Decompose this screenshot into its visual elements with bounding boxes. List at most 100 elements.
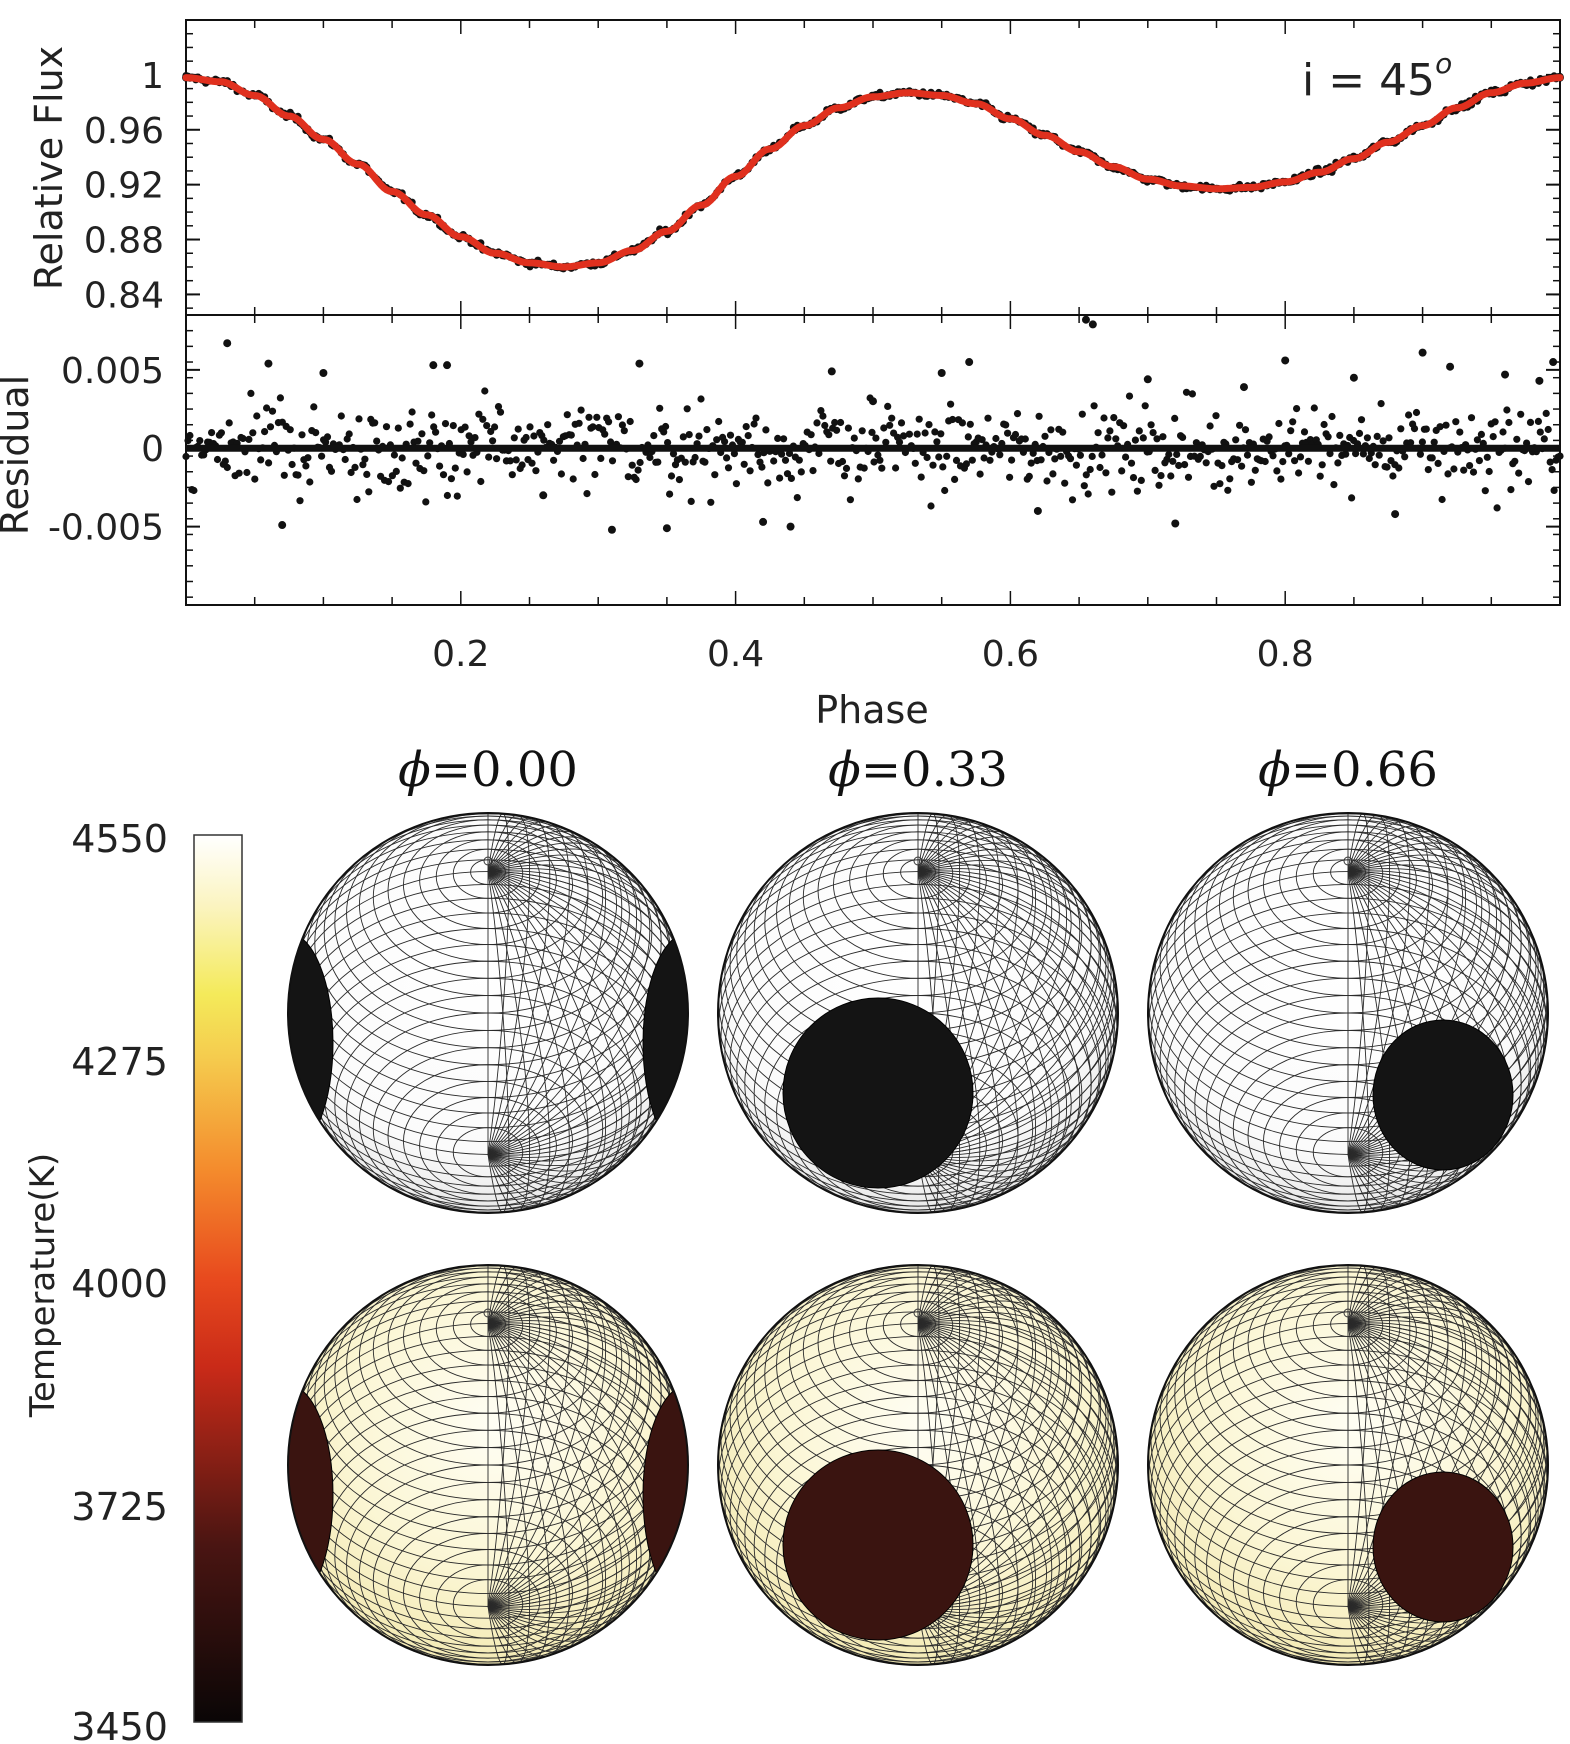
residual-point xyxy=(359,461,367,469)
residual-point xyxy=(479,415,487,423)
residual-point xyxy=(465,432,473,440)
residual-point xyxy=(1291,457,1299,465)
residual-point xyxy=(605,418,613,426)
residual-point xyxy=(732,480,741,488)
residual-point xyxy=(491,423,499,431)
residual-point xyxy=(1234,456,1242,464)
longitude-line xyxy=(917,871,1037,1196)
residual-point xyxy=(833,426,841,434)
longitude-line xyxy=(917,871,1092,1172)
residual-point xyxy=(528,459,536,467)
longitude-line xyxy=(917,871,1115,1158)
residual-point xyxy=(951,475,959,483)
residual-point xyxy=(1481,487,1489,495)
residual-point xyxy=(744,432,752,440)
residual-point xyxy=(347,468,355,477)
residual-point xyxy=(439,471,448,479)
longitude-line xyxy=(1347,1323,1370,1665)
residual-point xyxy=(1466,462,1474,470)
residual-point xyxy=(208,429,216,437)
sphere-outline xyxy=(717,812,1119,1214)
residual-point xyxy=(1385,434,1393,442)
residual-point xyxy=(263,404,271,412)
residual-point xyxy=(813,419,821,427)
longitude-line xyxy=(1347,1323,1391,1664)
residual-point xyxy=(1251,466,1259,474)
residual-point xyxy=(213,455,222,464)
residual-outlier-point xyxy=(1349,373,1358,382)
residual-point xyxy=(432,428,440,436)
longitude-line xyxy=(917,1323,1068,1636)
residual-point xyxy=(695,432,703,440)
residual-point xyxy=(186,431,194,440)
residual-point xyxy=(1088,452,1096,460)
residual-point xyxy=(1157,472,1165,480)
residual-outlier-point xyxy=(1171,519,1180,528)
residual-point xyxy=(854,475,862,483)
residual-outlier-point xyxy=(1033,506,1042,515)
residual-point xyxy=(778,450,786,458)
residual-point xyxy=(1226,475,1234,483)
residual-point xyxy=(614,413,623,421)
residual-point xyxy=(1182,388,1191,396)
residual-point xyxy=(618,421,627,429)
sphere-outline xyxy=(287,1264,689,1666)
inclination-label: i = 45o xyxy=(1302,47,1452,106)
residual-point xyxy=(1534,417,1542,425)
residual-point xyxy=(1503,406,1511,414)
residual-point xyxy=(1102,469,1110,477)
residual-point xyxy=(858,427,866,435)
residual-point xyxy=(510,434,518,442)
residual-point xyxy=(738,438,746,446)
residual-point xyxy=(921,429,929,437)
residual-point xyxy=(1540,435,1548,443)
residual-point xyxy=(398,454,406,462)
sphere-surface xyxy=(718,1265,1118,1665)
residual-point xyxy=(265,459,273,467)
longitude-line xyxy=(917,871,1000,1205)
residual-point xyxy=(1175,461,1183,470)
residual-point xyxy=(711,471,719,479)
residual-point xyxy=(764,479,772,487)
residual-outlier-point xyxy=(1281,356,1290,365)
lightcurve-ytick-label: 0.84 xyxy=(84,275,164,316)
residual-point xyxy=(687,497,695,505)
residual-point xyxy=(1147,421,1155,429)
residual-point xyxy=(396,484,404,492)
residual-point xyxy=(976,470,984,478)
residual-point xyxy=(840,472,849,480)
residual-point xyxy=(1475,457,1483,465)
residual-point xyxy=(1247,478,1255,486)
residual-point xyxy=(911,459,919,467)
residual-point xyxy=(461,423,469,431)
star-sphere-r1-c2 xyxy=(1147,1264,1549,1666)
residual-point xyxy=(451,464,459,472)
lightcurve-ytick-label: 0.88 xyxy=(84,221,164,262)
residual-point xyxy=(1037,456,1045,464)
longitude-line xyxy=(1347,871,1391,1212)
residual-point xyxy=(453,492,461,500)
residual-point xyxy=(654,458,662,466)
residual-point xyxy=(1326,450,1334,458)
longitude-line xyxy=(487,871,531,1212)
residual-point xyxy=(1526,418,1535,426)
residual-point xyxy=(1359,450,1367,458)
residual-ytick-label: -0.005 xyxy=(48,508,164,549)
residual-point xyxy=(337,412,345,420)
residual-point xyxy=(422,498,430,506)
star-spot xyxy=(782,997,974,1189)
residual-point xyxy=(1192,439,1200,447)
star-sphere-r0-c0 xyxy=(287,812,689,1214)
residual-point xyxy=(793,494,801,502)
residual-point xyxy=(1167,472,1175,480)
residual-point xyxy=(927,502,935,510)
residual-point xyxy=(585,413,593,421)
residual-point xyxy=(1352,450,1360,458)
residual-point xyxy=(838,457,847,466)
residual-point xyxy=(575,419,583,427)
residual-point xyxy=(986,456,994,464)
residual-point xyxy=(636,458,644,467)
colorbar-fill xyxy=(193,834,243,1723)
phase-xtick-label: 0.8 xyxy=(1257,634,1314,675)
residual-point xyxy=(868,428,876,436)
